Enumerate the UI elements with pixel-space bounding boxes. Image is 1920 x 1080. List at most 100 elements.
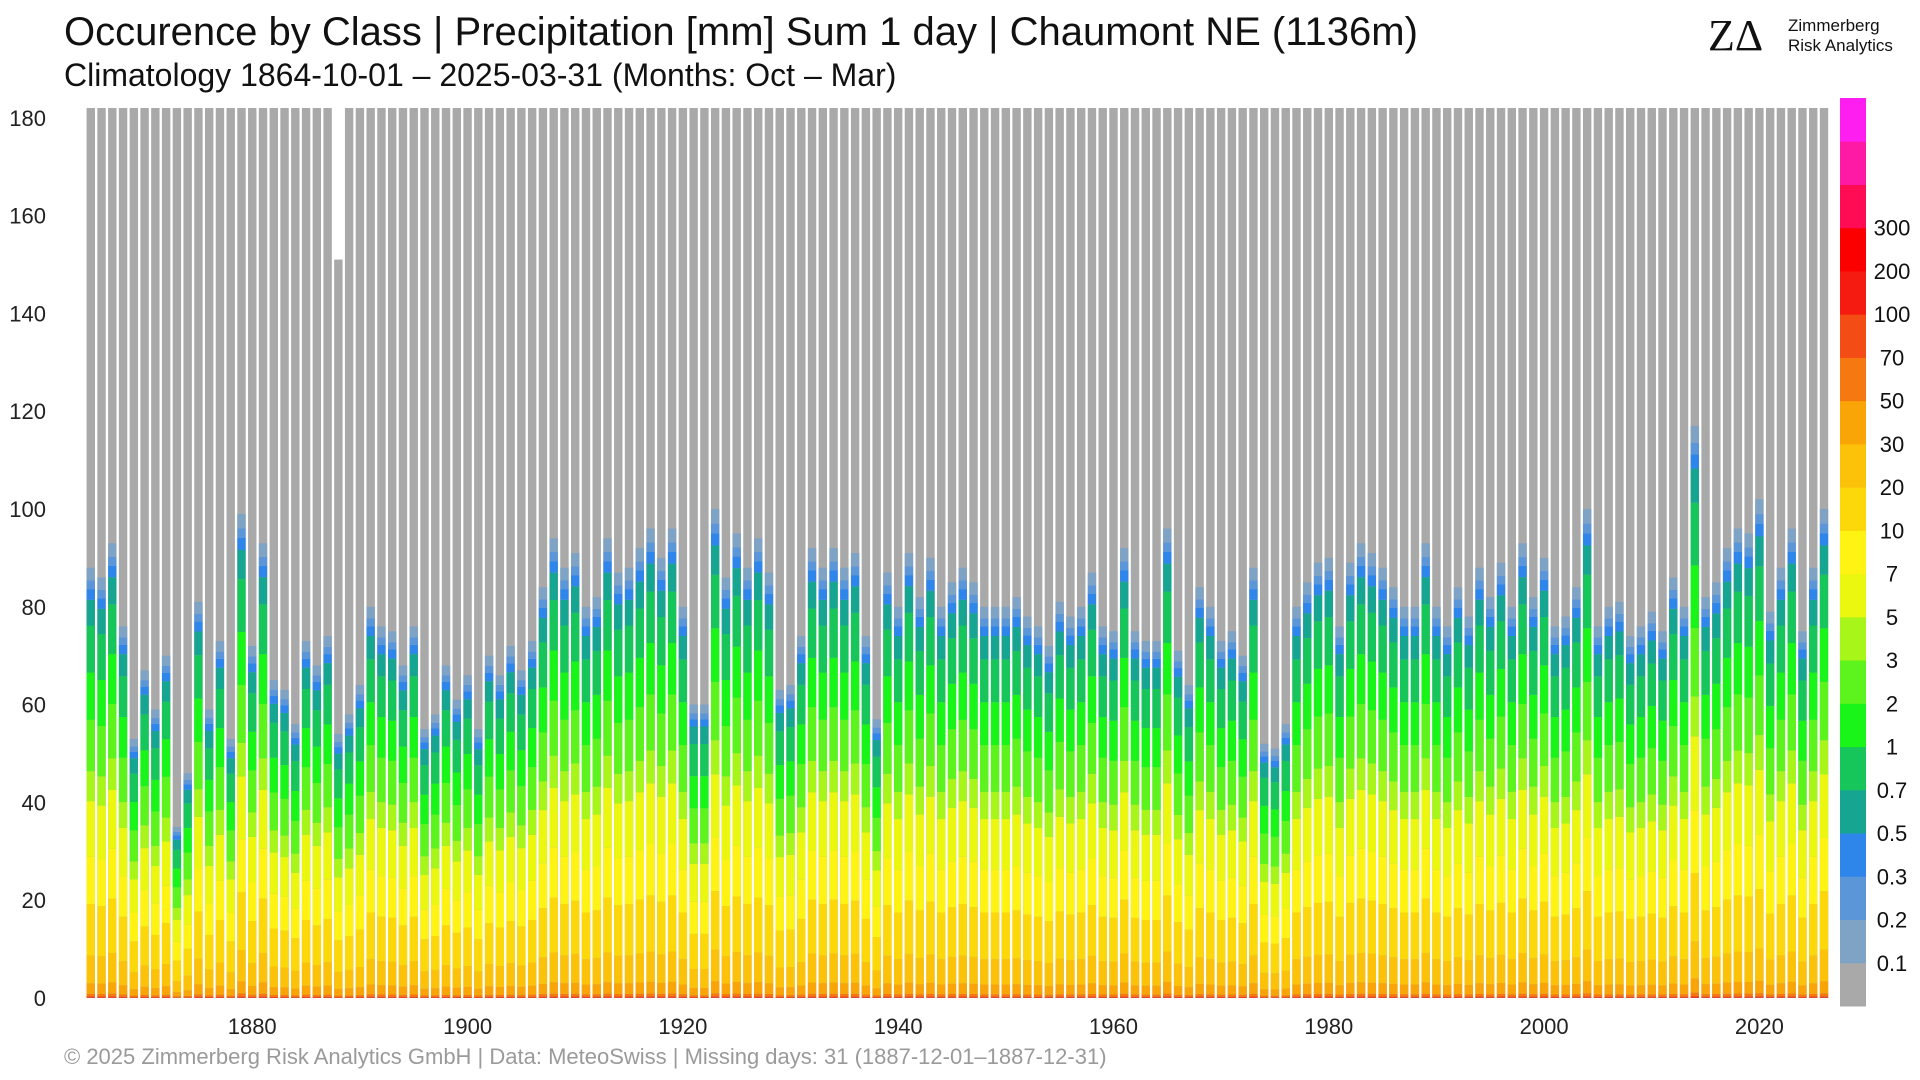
bar-segment-class-13: [1227, 985, 1237, 995]
bar-segment-class-3: [312, 682, 322, 691]
bar-segment-class-13: [1270, 989, 1280, 996]
bar-segment-class-3: [775, 705, 784, 713]
bar-segment-class-10: [248, 882, 257, 922]
bar-segment-class-2: [667, 542, 677, 552]
bar-segment-class-6: [226, 802, 235, 831]
bar-segment-class-10: [204, 903, 214, 935]
bar-segment-dry: [1636, 108, 1646, 998]
bar-segment-class-13: [689, 987, 698, 996]
bar-segment-class-10: [1701, 866, 1710, 911]
bar-segment-class-14: [603, 993, 612, 997]
bar-segment-class-1: [237, 513, 246, 529]
bar-segment-class-15: [1572, 996, 1581, 998]
bar-segment-class-13: [1722, 982, 1732, 994]
bar-segment-class-5: [441, 710, 451, 747]
bar-segment-class-4: [291, 744, 300, 761]
bar-segment-class-14: [431, 995, 440, 998]
bar-segment-class-4: [1572, 617, 1581, 643]
bar-segment-class-9: [797, 832, 806, 880]
bar-segment-class-7: [829, 707, 838, 761]
bar-segment-class-3: [883, 593, 892, 605]
bar-segment-class-9: [947, 807, 957, 862]
bar-segment-class-10: [850, 852, 860, 901]
bar-segment-class-14: [1787, 993, 1796, 997]
bar-segment-class-15: [754, 996, 763, 998]
bar-segment-class-3: [1109, 649, 1118, 659]
bar-segment-class-4: [1561, 645, 1570, 668]
bar-segment-class-6: [1335, 717, 1344, 758]
bar-segment-dry: [937, 108, 946, 998]
bar-segment-class-8: [1690, 696, 1700, 737]
bar-segment-class-6: [388, 720, 397, 761]
bar-segment-class-13: [1001, 984, 1011, 995]
colorbar-label: 5: [1886, 605, 1898, 630]
bar-1990: [1432, 108, 1441, 998]
bar-segment-class-5: [990, 659, 1000, 703]
bar-segment-class-1: [1679, 606, 1689, 619]
bar-segment-class-8: [1539, 766, 1549, 797]
bar-segment-class-5: [161, 701, 171, 740]
bar-1887: [323, 108, 332, 998]
bar-1983: [1356, 108, 1366, 998]
bar-segment-class-15: [1604, 996, 1613, 998]
bar-segment-class-14: [1152, 994, 1161, 997]
colorbar-swatch: [1840, 357, 1866, 402]
bar-segment-class-8: [1270, 866, 1280, 884]
bar-segment-dry: [581, 108, 591, 998]
bar-segment-class-12: [581, 959, 591, 985]
bar-2023: [1787, 108, 1796, 998]
bar-segment-class-10: [1378, 856, 1387, 904]
bar-segment-class-2: [743, 580, 752, 590]
bar-segment-class-12: [1593, 961, 1603, 986]
bar-segment-class-13: [786, 987, 795, 996]
bar-segment-class-7: [764, 722, 774, 774]
bar-segment-class-15: [129, 997, 139, 998]
bar-segment-class-14: [1044, 994, 1054, 997]
bar-segment-class-14: [926, 993, 935, 997]
y-tick-label: 140: [9, 301, 46, 326]
bar-segment-class-9: [269, 852, 278, 894]
bar-segment-class-8: [818, 771, 828, 802]
bar-segment-class-7: [140, 786, 149, 826]
bar-segment-class-11: [1012, 910, 1021, 959]
bar-segment-class-12: [980, 959, 989, 985]
bar-segment-class-6: [1690, 565, 1700, 629]
bar-segment-class-15: [1464, 996, 1473, 998]
bar-segment-class-10: [1486, 866, 1495, 911]
bar-segment-class-12: [710, 949, 720, 982]
bar-segment-dry: [915, 108, 924, 998]
bar-segment-class-7: [1163, 694, 1172, 751]
bar-segment-class-14: [893, 994, 903, 997]
bar-segment-class-2: [818, 580, 828, 590]
bar-segment-class-6: [1055, 698, 1064, 742]
bar-segment-class-12: [1378, 955, 1387, 984]
bar-segment-class-13: [646, 981, 655, 994]
bar-segment-class-15: [840, 996, 849, 998]
bar-segment-dry: [1109, 108, 1118, 998]
bar-segment-class-3: [1636, 644, 1646, 655]
bar-segment-class-14: [409, 994, 418, 997]
bar-segment-class-15: [926, 996, 935, 998]
bar-segment-class-14: [1701, 994, 1710, 997]
bar-segment-class-12: [312, 965, 322, 987]
bar-segment-class-2: [1604, 618, 1613, 627]
bar-segment-class-4: [646, 563, 655, 592]
bar-segment-class-8: [614, 773, 623, 804]
bar-segment-class-3: [1582, 533, 1592, 546]
bar-segment-class-1: [1152, 641, 1161, 652]
bar-segment-class-3: [1098, 644, 1107, 655]
bar-segment-class-2: [1184, 694, 1194, 701]
bar-segment-class-3: [915, 616, 924, 627]
bar-segment-dry: [1798, 108, 1807, 998]
bar-segment-class-1: [301, 641, 311, 652]
bar-segment-class-6: [1324, 665, 1333, 714]
bar-segment-class-6: [1270, 809, 1280, 837]
bar-segment-class-15: [904, 996, 914, 998]
bar-segment-class-12: [1658, 961, 1667, 986]
bar-segment-class-10: [538, 863, 548, 909]
bar-2020: [1755, 108, 1764, 998]
bar-segment-class-13: [1367, 982, 1377, 994]
bar-segment-class-11: [420, 939, 429, 972]
bar-segment-class-14: [1561, 994, 1570, 997]
bar-segment-class-2: [1776, 580, 1786, 590]
